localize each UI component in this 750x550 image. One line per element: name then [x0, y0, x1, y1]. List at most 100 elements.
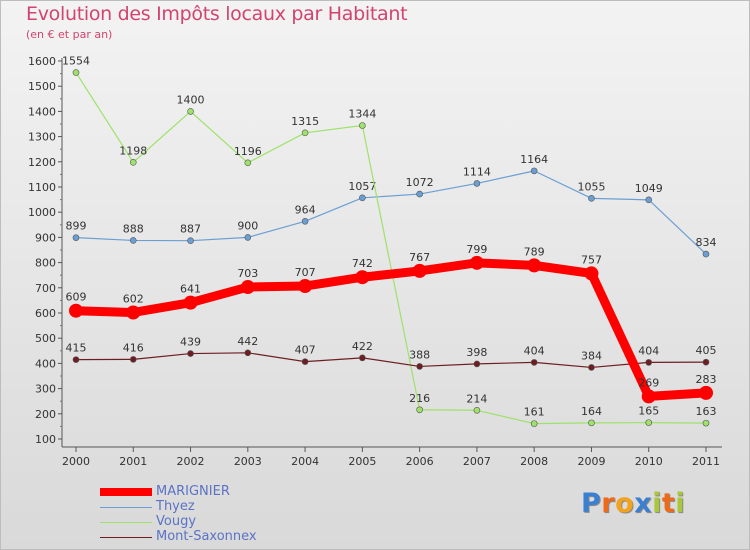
logo-letter: t — [661, 488, 676, 519]
legend-swatch — [100, 488, 152, 496]
data-label-mont-saxonnex: 405 — [696, 344, 717, 357]
chart-title: Evolution des Impôts locaux par Habitant — [26, 3, 408, 25]
data-label-vougy: 163 — [696, 405, 717, 418]
data-label-mont-saxonnex: 404 — [524, 344, 545, 357]
data-label-vougy: 164 — [581, 405, 602, 418]
y-tick-label: 500 — [35, 332, 56, 345]
x-tick-label: 2010 — [635, 455, 663, 468]
data-point-mont-saxonnex — [244, 349, 252, 357]
data-point-mont-saxonnex — [645, 359, 653, 366]
data-label-mont-saxonnex: 415 — [66, 342, 87, 355]
data-point-thyez — [588, 195, 595, 202]
legend-label: MARIGNIER — [156, 484, 230, 499]
data-label-thyez: 1057 — [348, 180, 376, 193]
data-label-mont-saxonnex: 439 — [180, 336, 201, 349]
data-point-marignier — [126, 305, 141, 320]
data-point-marignier — [527, 258, 542, 273]
data-point-marignier — [355, 270, 370, 285]
data-point-marignier — [240, 280, 255, 295]
data-point-marignier — [412, 263, 427, 278]
legend-swatch — [100, 522, 152, 523]
x-tick-label: 2007 — [463, 455, 491, 468]
data-label-mont-saxonnex: 388 — [409, 348, 430, 361]
data-point-vougy — [702, 419, 710, 427]
y-tick-label: 1100 — [28, 181, 56, 194]
legend-swatch — [100, 537, 152, 538]
data-label-mont-saxonnex: 404 — [638, 344, 659, 357]
data-point-thyez — [473, 180, 481, 187]
data-point-mont-saxonnex — [187, 350, 194, 357]
y-tick-label: 1300 — [28, 131, 56, 144]
data-label-marignier: 269 — [638, 376, 659, 389]
data-point-marignier — [69, 303, 83, 318]
data-label-mont-saxonnex: 384 — [581, 349, 602, 362]
y-tick-label: 1200 — [28, 156, 56, 169]
y-tick-label: 200 — [35, 408, 56, 421]
data-point-thyez — [301, 217, 309, 225]
data-label-vougy: 1554 — [62, 55, 90, 68]
y-tick-label: 1400 — [28, 105, 56, 118]
y-tick-label: 600 — [35, 307, 56, 320]
logo-letter: P — [581, 488, 602, 519]
x-tick-label: 2000 — [62, 455, 90, 468]
legend-label: Vougy — [156, 514, 197, 529]
data-point-thyez — [702, 250, 710, 258]
data-label-mont-saxonnex: 398 — [466, 346, 487, 359]
data-point-vougy — [473, 406, 481, 414]
logo-letter: x — [634, 488, 653, 519]
y-tick-label: 1500 — [28, 80, 56, 93]
series-line-thyez — [75, 170, 707, 255]
data-point-mont-saxonnex — [72, 356, 80, 363]
data-point-mont-saxonnex — [359, 354, 366, 362]
data-label-mont-saxonnex: 407 — [295, 344, 316, 357]
data-point-marignier — [699, 385, 713, 400]
data-label-marignier: 641 — [180, 283, 201, 296]
data-label-thyez: 964 — [295, 203, 316, 216]
data-point-thyez — [359, 194, 366, 202]
x-tick-label: 2005 — [348, 455, 376, 468]
data-point-vougy — [645, 419, 653, 426]
data-point-marignier — [584, 266, 599, 281]
series-line-marignier — [71, 258, 711, 401]
data-label-thyez: 887 — [180, 223, 201, 236]
logo-letter: i — [675, 488, 686, 519]
data-label-marignier: 283 — [696, 373, 717, 386]
x-tick-label: 2006 — [406, 455, 434, 468]
data-point-mont-saxonnex — [416, 363, 423, 370]
data-label-thyez: 1049 — [635, 182, 663, 195]
legend-swatch — [100, 507, 152, 508]
data-point-thyez — [645, 196, 653, 204]
y-tick-label: 1600 — [28, 55, 56, 68]
data-label-thyez: 1164 — [520, 153, 548, 166]
data-label-vougy: 1196 — [234, 145, 262, 158]
x-tick-label: 2004 — [291, 455, 319, 468]
data-label-marignier: 757 — [581, 253, 602, 266]
x-tick-label: 2003 — [234, 455, 262, 468]
data-point-vougy — [301, 129, 309, 137]
data-point-thyez — [129, 237, 137, 244]
y-tick-label: 900 — [35, 231, 56, 244]
data-label-thyez: 899 — [66, 220, 87, 233]
data-label-marignier: 602 — [123, 292, 144, 305]
data-point-marignier — [641, 389, 656, 404]
logo-letter: o — [615, 488, 635, 519]
data-label-marignier: 707 — [295, 266, 316, 279]
data-label-marignier: 742 — [352, 257, 373, 270]
data-label-thyez: 888 — [123, 222, 144, 235]
data-point-vougy — [187, 108, 194, 115]
data-point-vougy — [359, 122, 366, 129]
data-point-thyez — [416, 190, 423, 198]
data-label-vougy: 1315 — [291, 115, 319, 128]
data-label-mont-saxonnex: 442 — [237, 335, 258, 348]
data-point-marignier — [469, 255, 484, 270]
data-point-thyez — [72, 234, 80, 241]
chart-subtitle: (en € et par an) — [26, 28, 113, 41]
data-point-thyez — [244, 234, 252, 241]
data-point-thyez — [187, 237, 194, 244]
data-label-vougy: 1344 — [348, 108, 376, 121]
data-label-marignier: 703 — [237, 267, 258, 280]
data-label-vougy: 1198 — [119, 144, 147, 157]
series-line-mont-saxonnex — [75, 352, 707, 369]
data-point-marignier — [183, 295, 198, 310]
